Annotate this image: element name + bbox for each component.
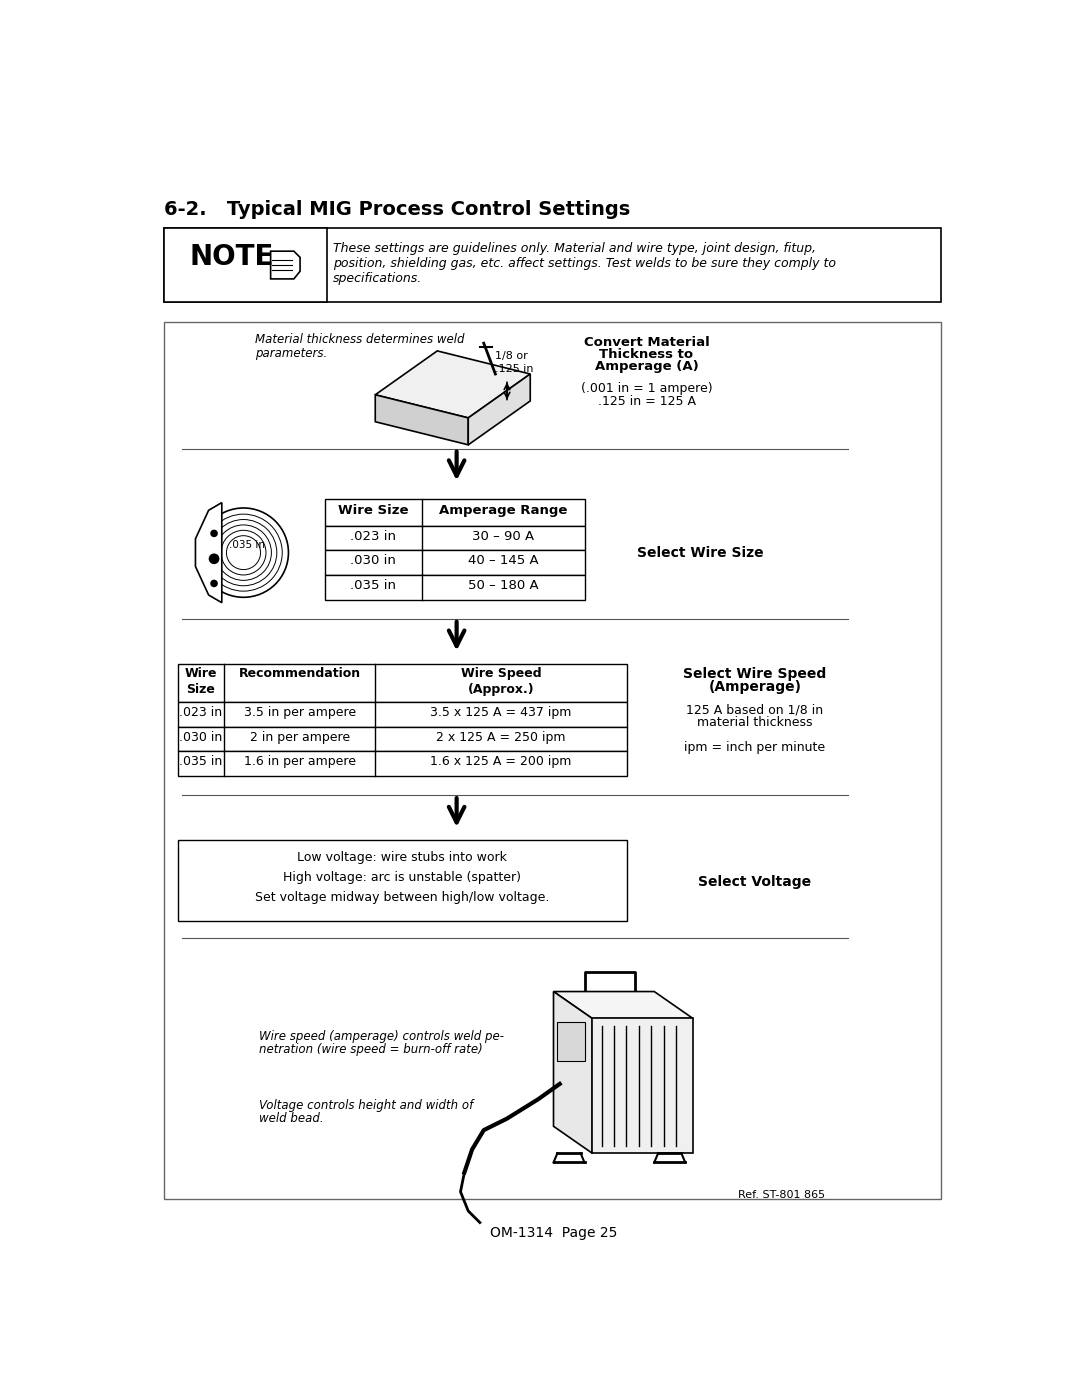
FancyBboxPatch shape [164,228,941,302]
Polygon shape [554,992,693,1018]
Text: .023 in: .023 in [179,705,222,719]
Text: 1.6 x 125 A = 200 ipm: 1.6 x 125 A = 200 ipm [431,756,572,768]
Text: Thickness to: Thickness to [599,348,693,360]
Text: Wire
Size: Wire Size [185,666,217,696]
Text: Wire Speed
(Approx.): Wire Speed (Approx.) [461,666,541,696]
Text: Material thickness determines weld: Material thickness determines weld [255,334,464,346]
Circle shape [211,580,217,587]
FancyBboxPatch shape [325,576,584,599]
Text: 50 – 180 A: 50 – 180 A [468,578,539,592]
Text: .030 in: .030 in [179,731,222,743]
Text: Select Voltage: Select Voltage [699,875,811,888]
Text: NOTE: NOTE [189,243,273,271]
Text: .030 in: .030 in [350,555,396,567]
Text: Select Wire Size: Select Wire Size [637,546,764,560]
Text: 30 – 90 A: 30 – 90 A [472,529,535,542]
FancyBboxPatch shape [325,499,584,525]
FancyBboxPatch shape [177,840,627,921]
Polygon shape [375,395,469,444]
Text: Recommendation: Recommendation [239,666,361,679]
Text: weld bead.: weld bead. [259,1112,324,1126]
Text: Amperage Range: Amperage Range [438,504,567,517]
Polygon shape [554,992,592,1154]
Polygon shape [195,503,221,602]
Text: parameters.: parameters. [255,346,327,360]
Text: Amperage (A): Amperage (A) [595,360,699,373]
Text: Set voltage midway between high/low voltage.: Set voltage midway between high/low volt… [255,891,550,904]
Text: OM-1314  Page 25: OM-1314 Page 25 [490,1227,617,1241]
FancyBboxPatch shape [177,752,627,775]
Text: position, shielding gas, etc. affect settings. Test welds to be sure they comply: position, shielding gas, etc. affect set… [333,257,836,270]
FancyBboxPatch shape [164,228,327,302]
Text: Select Wire Speed: Select Wire Speed [684,668,826,682]
Text: material thickness: material thickness [698,715,813,729]
Text: netration (wire speed = burn-off rate): netration (wire speed = burn-off rate) [259,1044,483,1056]
Text: (Amperage): (Amperage) [708,680,801,694]
Text: .023 in: .023 in [350,529,396,542]
Text: Wire speed (amperage) controls weld pe-: Wire speed (amperage) controls weld pe- [259,1030,504,1044]
Polygon shape [271,251,300,279]
FancyBboxPatch shape [164,321,941,1200]
Text: .035 in: .035 in [229,539,266,550]
Text: 1.6 in per ampere: 1.6 in per ampere [244,756,355,768]
FancyBboxPatch shape [325,525,584,550]
Text: 125 A based on 1/8 in: 125 A based on 1/8 in [687,704,824,717]
Circle shape [210,555,218,563]
Polygon shape [375,351,530,418]
Text: Ref. ST-801 865: Ref. ST-801 865 [738,1190,825,1200]
FancyBboxPatch shape [177,726,627,752]
Text: 40 – 145 A: 40 – 145 A [468,555,539,567]
Text: 6-2.   Typical MIG Process Control Settings: 6-2. Typical MIG Process Control Setting… [164,200,631,219]
Text: Convert Material: Convert Material [583,335,710,348]
Text: 2 x 125 A = 250 ipm: 2 x 125 A = 250 ipm [436,731,566,743]
Text: (.001 in = 1 ampere): (.001 in = 1 ampere) [581,381,713,395]
Text: 1/8 or
.125 in: 1/8 or .125 in [496,351,534,374]
FancyBboxPatch shape [557,1023,584,1060]
Circle shape [211,531,217,536]
Text: Wire Size: Wire Size [338,504,408,517]
Polygon shape [592,1018,693,1154]
Text: .125 in = 125 A: .125 in = 125 A [597,395,696,408]
FancyBboxPatch shape [325,550,584,576]
Text: 2 in per ampere: 2 in per ampere [249,731,350,743]
FancyBboxPatch shape [177,664,627,703]
Text: High voltage: arc is unstable (spatter): High voltage: arc is unstable (spatter) [283,870,522,884]
Text: .035 in: .035 in [179,756,222,768]
FancyBboxPatch shape [177,703,627,726]
Text: .035 in: .035 in [350,578,396,592]
Text: 3.5 in per ampere: 3.5 in per ampere [244,705,355,719]
Text: specifications.: specifications. [333,272,422,285]
Polygon shape [469,374,530,444]
Text: Voltage controls height and width of: Voltage controls height and width of [259,1099,473,1112]
Text: These settings are guidelines only. Material and wire type, joint design, fitup,: These settings are guidelines only. Mate… [333,242,815,254]
Text: 3.5 x 125 A = 437 ipm: 3.5 x 125 A = 437 ipm [431,705,572,719]
Text: Low voltage: wire stubs into work: Low voltage: wire stubs into work [297,851,508,863]
Text: ipm = inch per minute: ipm = inch per minute [685,740,825,753]
